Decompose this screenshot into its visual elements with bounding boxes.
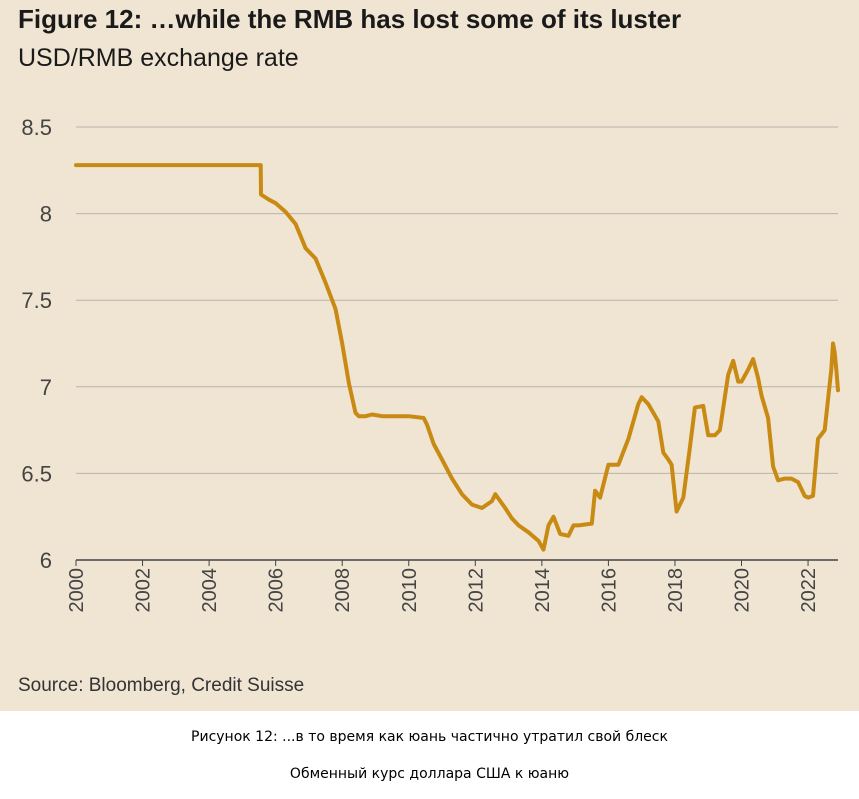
chart-title: Figure 12: …while the RMB has lost some … (18, 4, 682, 34)
y-tick-label: 7.5 (21, 288, 52, 313)
x-tick-label: 2020 (732, 568, 754, 613)
chart-panel (0, 0, 859, 711)
y-tick-label: 6 (40, 548, 52, 573)
x-tick-label: 2022 (798, 568, 820, 613)
gridlines (76, 126, 838, 561)
x-tick-label: 2004 (199, 568, 221, 613)
source-note: Source: Bloomberg, Credit Suisse (18, 675, 305, 696)
x-tick-label: 2016 (598, 568, 620, 613)
chart-plot: 6 6.5 7 7.5 8 8.5 2000 2002 2004 2006 2008 2010 201… (21, 115, 840, 613)
x-tick-label: 2014 (532, 568, 554, 613)
x-tick-label: 2006 (266, 568, 288, 613)
chart-subtitle: USD/RMB exchange rate (18, 44, 299, 72)
y-tick-label: 8 (40, 202, 52, 227)
x-tick-label: 2012 (465, 568, 487, 613)
caption-subtitle: Обменный курс доллара США к юаню (289, 766, 570, 782)
y-tick-label: 6.5 (21, 461, 52, 486)
y-axis-ticks: 6 6.5 7 7.5 8 8.5 (21, 115, 52, 573)
x-tick-label: 2018 (665, 568, 687, 613)
x-tick-label: 2002 (133, 568, 155, 613)
caption-title: Рисунок 12: ...в то время как юань части… (191, 729, 668, 745)
x-tick-label: 2000 (66, 568, 88, 613)
series-line-usd-rmb (74, 163, 840, 552)
y-tick-label: 8.5 (21, 115, 52, 140)
x-tick-label: 2008 (332, 568, 354, 613)
x-axis-ticks: 2000 2002 2004 2006 2008 2010 2012 2014 2016 2018… (66, 560, 820, 613)
y-tick-label: 7 (40, 375, 52, 400)
x-tick-label: 2010 (399, 568, 421, 613)
